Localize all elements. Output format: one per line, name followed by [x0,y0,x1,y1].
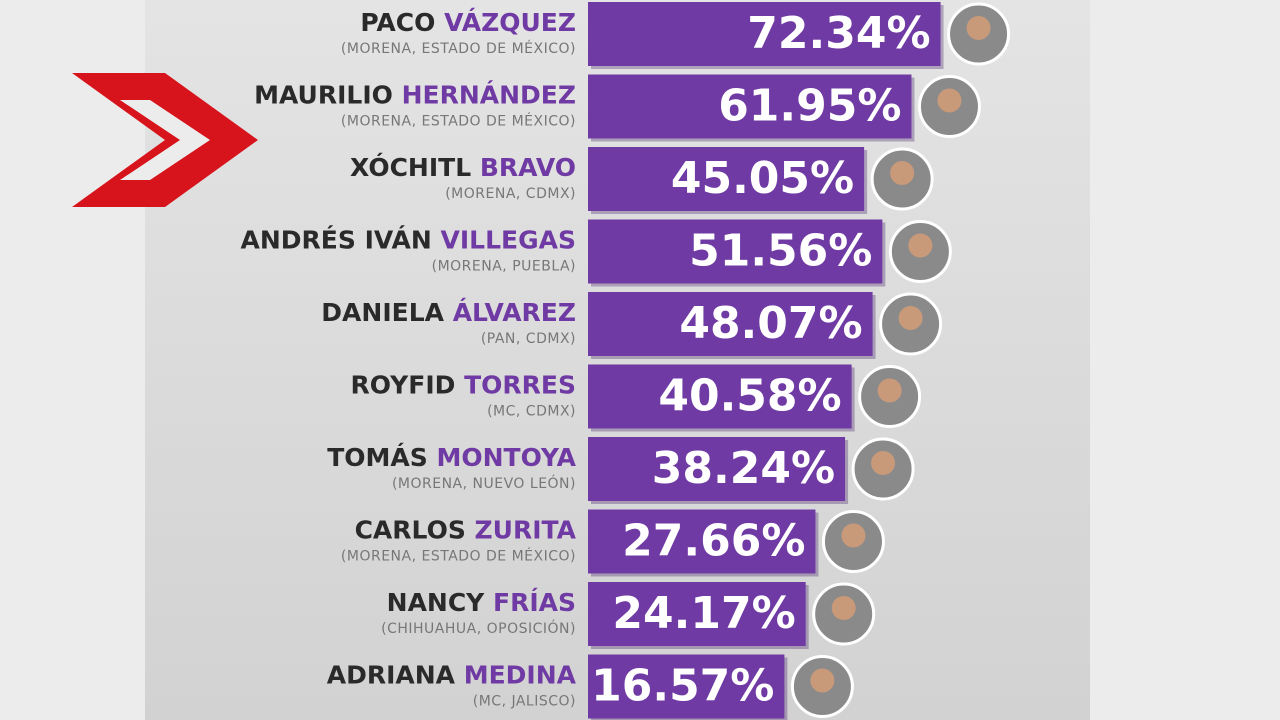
first-name: DANIELA [321,298,444,327]
bar [588,292,873,356]
first-name: ROYFID [351,371,456,400]
bar [588,74,912,139]
photo-head [937,88,962,113]
candidate-name: NANCY FRÍAS [387,588,576,617]
first-name: PACO [360,8,435,37]
first-name: ADRIANA [327,661,456,690]
photo-head [841,523,866,548]
last-name: MONTOYA [436,443,576,472]
bar [588,2,941,66]
candidate-name: TOMÁS MONTOYA [327,443,576,472]
bar [588,437,846,501]
first-name: MAURILIO [254,81,393,110]
party: (PAN, CDMX) [481,331,576,347]
candidate-name: MAURILIO HERNÁNDEZ [254,81,576,110]
bar [588,364,852,429]
last-name: ÁLVAREZ [453,298,576,327]
first-name: XÓCHITL [350,152,471,182]
first-name: NANCY [387,588,486,617]
space [455,371,464,400]
photo-head [966,16,991,40]
first-name: CARLOS [355,516,466,545]
candidate-name: DANIELA ÁLVAREZ [321,298,576,327]
last-name: VILLEGAS [441,226,576,255]
space [466,516,475,545]
value-label: 40.58% [658,371,841,422]
photo-head [908,233,933,258]
photo-head [831,596,856,620]
space [435,8,444,37]
value-label: 38.24% [652,443,835,494]
value-label: 16.57% [591,661,774,712]
photo-head [890,161,915,185]
party: (MORENA, CDMX) [445,186,576,202]
space [444,298,453,327]
last-name: ZURITA [475,516,577,545]
value-label: 61.95% [718,81,901,132]
candidate-name: XÓCHITL BRAVO [350,152,576,182]
photo-head [810,668,835,693]
last-name: TORRES [464,371,576,400]
value-label: 24.17% [612,588,795,639]
candidate-name: CARLOS ZURITA [355,516,577,545]
value-label: 48.07% [679,298,862,349]
bar [588,509,816,574]
value-label: 27.66% [622,516,805,567]
candidate-name: ROYFID TORRES [351,371,576,400]
bar [588,654,785,719]
value-label: 72.34% [747,8,930,59]
party: (MC, JALISCO) [473,694,576,710]
party: (MORENA, NUEVO LEÓN) [392,474,576,492]
space [393,81,402,110]
first-name: TOMÁS [327,443,428,472]
space [428,443,437,472]
chevrons [72,73,258,207]
party: (MORENA, ESTADO DE MÉXICO) [341,113,576,130]
last-name: MEDINA [464,661,577,690]
bar [588,147,865,211]
last-name: BRAVO [480,153,576,182]
bar [588,582,806,646]
candidate-name: ANDRÉS IVÁN VILLEGAS [241,226,576,255]
party: (CHIHUAHUA, OPOSICIÓN) [381,619,576,637]
space [484,588,493,617]
bar [588,219,883,284]
last-name: FRÍAS [493,588,576,617]
first-name: ANDRÉS IVÁN [241,226,432,255]
candidate-name: ADRIANA MEDINA [327,661,577,690]
value-label: 51.56% [689,226,872,277]
value-label: 45.05% [671,153,854,204]
party: (MC, CDMX) [487,404,576,420]
photo-head [877,378,902,403]
party: (MORENA, ESTADO DE MÉXICO) [341,40,576,57]
space [432,226,441,255]
photo-head [898,306,923,330]
candidate-name: PACO VÁZQUEZ [360,8,576,37]
space [455,661,464,690]
party: (MORENA, ESTADO DE MÉXICO) [341,548,576,565]
space [471,153,480,182]
photo-head [871,451,896,475]
party: (MORENA, PUEBLA) [432,259,576,275]
last-name: HERNÁNDEZ [402,81,576,110]
last-name: VÁZQUEZ [444,8,576,37]
